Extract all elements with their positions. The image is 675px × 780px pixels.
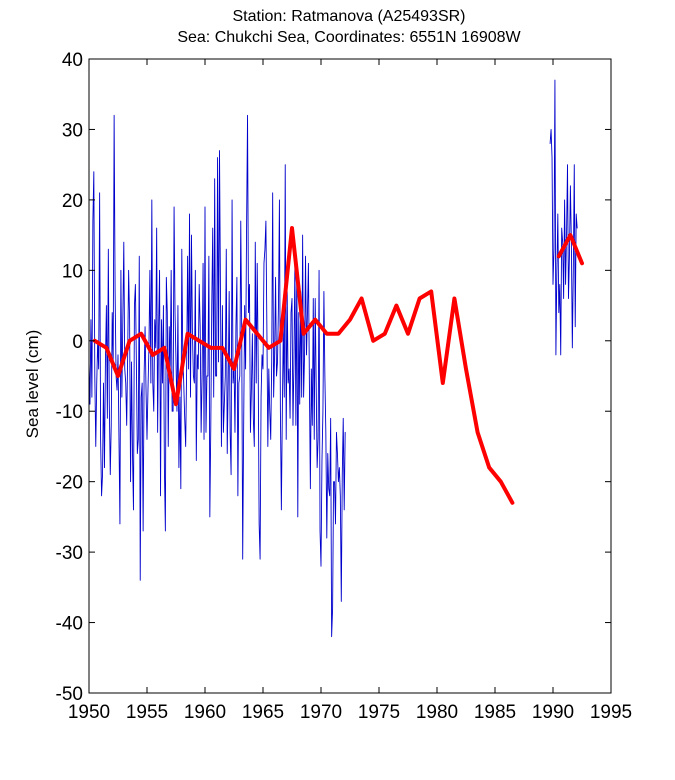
plot-frame bbox=[88, 58, 612, 694]
monthly-series-line-1 bbox=[88, 114, 346, 638]
y-tick-label: 0 bbox=[72, 332, 83, 353]
monthly-series-line-2 bbox=[549, 79, 578, 356]
x-tick-label: 1950 bbox=[68, 702, 110, 723]
chart-subtitle: Sea: Chukchi Sea, Coordinates: 6551N 169… bbox=[177, 29, 521, 46]
y-tick-label: 20 bbox=[62, 191, 83, 212]
y-tick-label: 30 bbox=[62, 120, 83, 141]
annual-series-line-2 bbox=[556, 233, 584, 266]
axis-ticks: 1950 1955 1960 1965 1970 1975 1980 1985 1990 1995… bbox=[56, 50, 633, 723]
x-tick-label: 1985 bbox=[474, 702, 516, 723]
x-tick-label: 1995 bbox=[590, 702, 632, 723]
chart-title: Station: Ratmanova (A25493SR) bbox=[232, 8, 465, 25]
y-tick-label: -30 bbox=[56, 543, 83, 564]
plot-data bbox=[88, 79, 584, 638]
x-tick-label: 1990 bbox=[532, 702, 574, 723]
x-tick-label: 1975 bbox=[358, 702, 400, 723]
x-tick-label: 1960 bbox=[184, 702, 226, 723]
annual-series-line-1 bbox=[92, 226, 515, 505]
y-tick-label: 10 bbox=[62, 261, 83, 282]
y-tick-label: 40 bbox=[62, 50, 83, 71]
x-tick-label: 1970 bbox=[300, 702, 342, 723]
x-tick-label: 1980 bbox=[416, 702, 458, 723]
y-tick-label: -40 bbox=[56, 614, 83, 635]
y-tick-label: -20 bbox=[56, 473, 83, 494]
x-tick-label: 1955 bbox=[126, 702, 168, 723]
y-axis-label: Sea level (cm) bbox=[23, 330, 42, 439]
y-tick-label: -10 bbox=[56, 402, 83, 423]
x-tick-label: 1965 bbox=[242, 702, 284, 723]
y-tick-label: -50 bbox=[56, 684, 83, 705]
